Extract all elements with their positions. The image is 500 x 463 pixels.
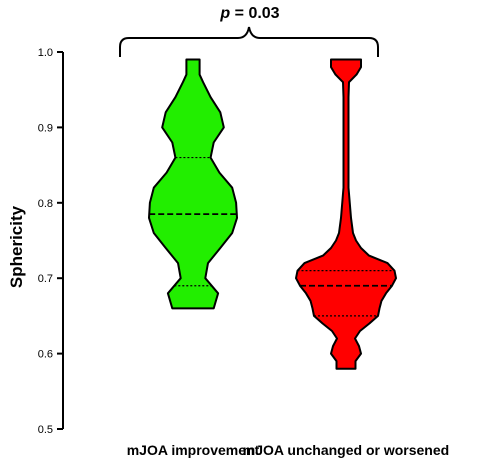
y-tick-label: 0.9 — [38, 122, 53, 134]
x-category-label: mJOA unchanged or worsened — [243, 442, 449, 458]
x-category-label: mJOA improvement — [127, 442, 260, 458]
violin-body — [295, 58, 397, 370]
y-tick-label: 0.5 — [38, 424, 53, 436]
violin-group — [148, 58, 238, 310]
y-axis: 0.5 0.6 0.7 0.8 0.9 1.0 — [38, 47, 64, 436]
p-symbol: p — [219, 5, 230, 22]
significance-bracket: p = 0.03 — [119, 5, 379, 57]
p-value-text: = 0.03 — [230, 5, 279, 22]
violin-group — [295, 58, 397, 370]
y-tick-label: 1.0 — [38, 47, 53, 59]
violin-body — [148, 58, 238, 310]
violins — [148, 58, 397, 370]
y-axis-title: Sphericity — [7, 205, 26, 288]
y-tick-label: 0.7 — [38, 273, 53, 285]
y-tick-label: 0.6 — [38, 349, 53, 361]
y-tick-label: 0.8 — [38, 198, 53, 210]
bracket-path — [119, 26, 379, 57]
p-value-label: p = 0.03 — [219, 5, 279, 22]
